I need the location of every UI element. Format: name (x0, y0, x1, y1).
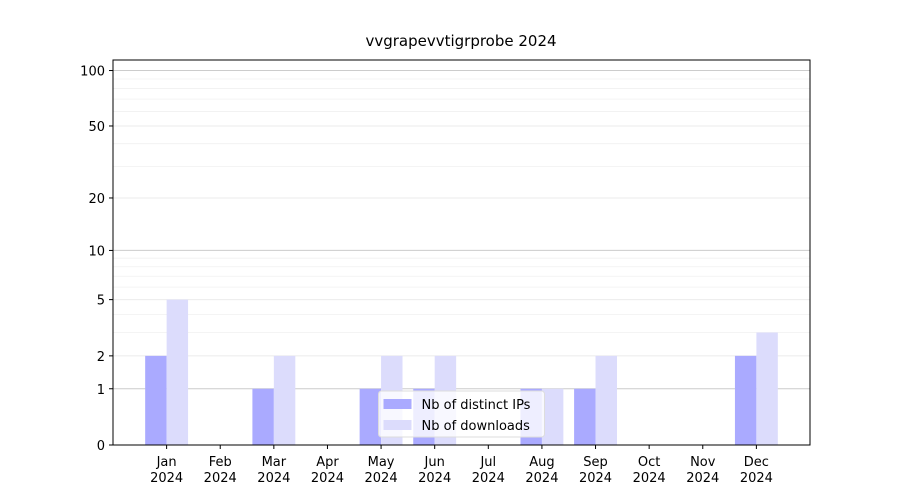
bar (734, 355, 757, 445)
x-tick-label: Aug 2024 (525, 455, 558, 486)
y-tick-label: 5 (97, 294, 105, 309)
bar (359, 388, 382, 445)
chart-title: vvgrapevvtigrprobe 2024 (365, 32, 556, 50)
bar (145, 355, 167, 445)
legend-swatch (383, 399, 412, 409)
legend-label: Nb of distinct IPs (422, 398, 531, 413)
bar (574, 388, 596, 445)
x-tick-label: Apr 2024 (311, 455, 344, 486)
y-tick-label: 50 (88, 120, 105, 135)
y-tick-label: 0 (97, 439, 105, 454)
legend-box (378, 390, 545, 438)
y-tick-label: 100 (80, 65, 105, 80)
x-tick-label: Dec 2024 (740, 455, 773, 486)
bar (252, 388, 274, 445)
x-tick-label: Nov 2024 (686, 455, 719, 486)
y-tick-label: 1 (97, 383, 105, 398)
y-tick-label: 2 (97, 350, 105, 365)
axes-frame (112, 59, 811, 446)
bar (166, 299, 189, 445)
bar (273, 355, 296, 445)
x-tick-label: Mar 2024 (257, 455, 290, 486)
legend-label: Nb of downloads (422, 419, 531, 434)
x-tick-label: Jun 2024 (418, 455, 451, 486)
x-tick-label: Oct 2024 (633, 455, 666, 486)
y-tick-label: 10 (88, 244, 105, 259)
x-tick-label: May 2024 (365, 455, 398, 486)
bar (595, 355, 617, 445)
x-tick-label: Jul 2024 (472, 455, 505, 486)
x-tick-label: Feb 2024 (204, 455, 237, 486)
y-tick-label: 20 (88, 192, 105, 207)
bar (541, 388, 564, 445)
legend-swatch (383, 420, 412, 430)
bar (756, 332, 778, 445)
x-tick-label: Jan 2024 (150, 455, 183, 486)
x-tick-label: Sep 2024 (579, 455, 612, 486)
